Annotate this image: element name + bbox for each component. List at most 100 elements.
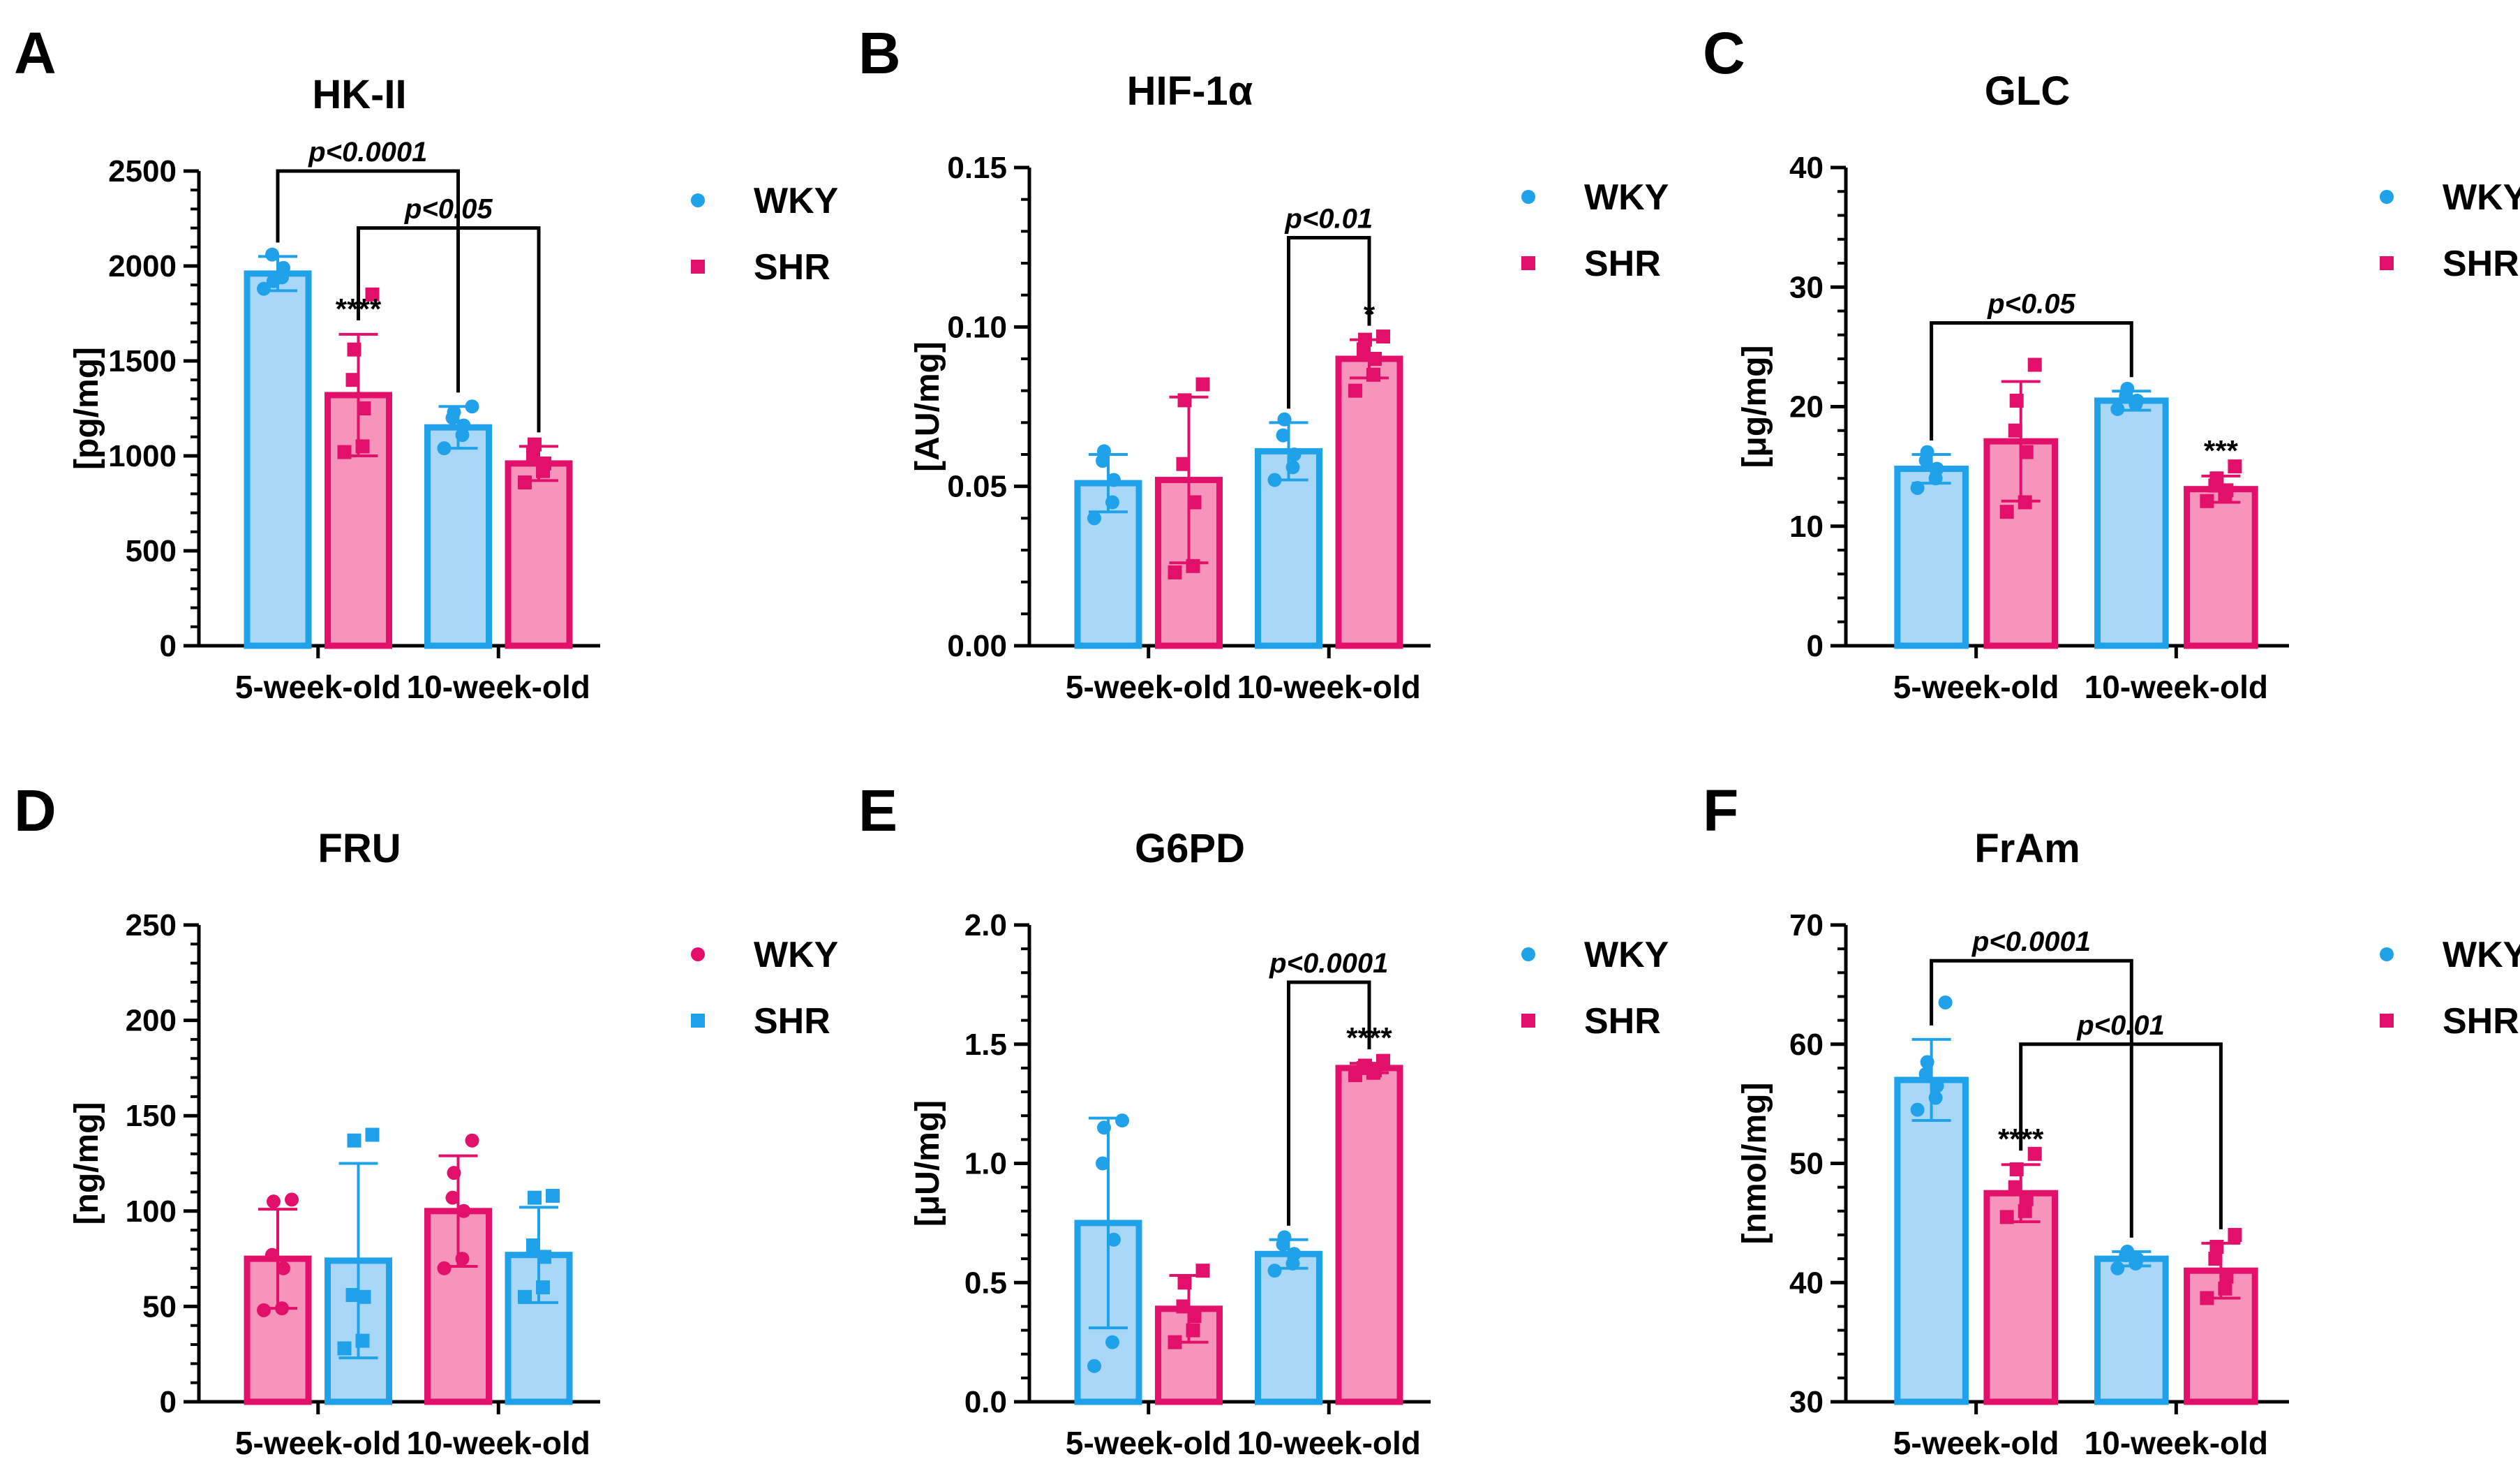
y-tick-label: 1.5 [964,1028,1007,1062]
bar-wky [244,270,312,649]
data-point [1366,367,1380,382]
data-point [1186,1323,1200,1338]
data-point [1267,473,1282,487]
legend-label: WKY [2443,935,2520,975]
data-point [1376,1053,1390,1068]
data-point [1105,1335,1119,1349]
legend-label: WKY [2443,177,2520,218]
data-point [2008,1180,2022,1194]
significance-bracket [1930,321,2133,441]
data-point [2027,1146,2042,1161]
data-point [347,1133,361,1148]
data-point [1930,1079,1944,1093]
data-point [1276,428,1290,443]
data-point [1176,1299,1191,1314]
y-tick-label: 50 [142,1289,177,1324]
data-point [2208,1252,2223,1266]
data-point [536,1280,550,1295]
data-point [1358,1058,1372,1073]
data-point [1105,495,1119,510]
data-point [1918,1067,1933,1081]
y-tick-label: 0.10 [947,310,1007,344]
data-point [1277,412,1292,427]
legend-label: WKY [1584,935,1669,975]
data-point [2200,1291,2214,1305]
y-tick-label: 0 [160,1385,177,1419]
x-tick-label: 10-week-old [1237,1425,1421,1461]
data-point [1195,1264,1210,1278]
y-tick-label: 0.0 [964,1385,1007,1419]
data-point [337,445,352,459]
data-point [265,1248,279,1262]
data-point [2218,1281,2232,1296]
data-point [267,274,281,288]
x-tick-label: 10-week-old [2085,1425,2268,1461]
data-point [2228,1227,2242,1242]
x-tick-label: 5-week-old [1066,669,1232,705]
y-tick-label: 150 [126,1099,177,1133]
data-point [2209,1240,2224,1254]
data-point [455,1252,470,1266]
panel-letter: A [14,20,57,86]
data-point [1285,460,1300,475]
bar-shr [1983,1190,2058,1405]
data-point [2110,1261,2125,1275]
x-tick-label: 10-week-old [2085,669,2268,705]
data-point [1928,1090,1943,1105]
y-tick-label: 200 [126,1004,177,1038]
x-tick-label: 5-week-old [1893,1425,2059,1461]
data-point [537,456,551,471]
y-axis-label: [pg/mg] [68,347,105,470]
legend-label: SHR [2443,244,2519,284]
panel-letter: E [858,778,897,843]
data-point [546,1188,560,1203]
y-tick-label: 1500 [108,344,177,378]
panel-letter: F [1703,778,1738,843]
bar-wky [2094,1255,2169,1405]
data-point [528,1190,542,1205]
data-point [1107,1232,1121,1247]
bar-shr [1335,355,1403,649]
data-point [456,1204,471,1218]
panel-letter: B [858,20,901,86]
bar-wky [1894,466,1969,649]
data-point [275,1301,289,1316]
y-tick-label: 40 [1789,1266,1824,1300]
chart-title: G6PD [1135,826,1245,871]
significance-bracket [1287,980,1371,1226]
data-point [1999,505,2014,519]
y-axis-label: [AU/mg] [909,341,946,472]
data-point [345,1288,360,1303]
data-point [1910,480,1925,495]
data-point [345,373,360,387]
legend-marker [1521,190,1535,204]
bar-wky [1255,1250,1322,1405]
data-point [445,1190,460,1205]
data-point [1376,330,1390,344]
y-tick-label: 0 [1807,629,1824,663]
legend-label: SHR [1584,1001,1661,1042]
p-value-label: p<0.05 [1987,289,2075,320]
data-point [357,401,371,415]
data-point [437,441,452,456]
x-tick-label: 5-week-old [1066,1425,1232,1461]
data-point [2019,1192,2034,1206]
data-point [1087,1359,1101,1373]
y-tick-label: 0 [160,629,177,663]
significance-bracket [276,169,460,393]
data-point [276,1261,290,1275]
p-value-label: p<0.0001 [1269,948,1388,979]
x-tick-label: 10-week-old [407,1425,590,1461]
x-tick-label: 5-week-old [235,669,401,705]
data-point [357,1289,371,1304]
data-point [365,287,380,302]
y-tick-label: 50 [1789,1147,1824,1181]
chart-title: FrAm [1974,826,2080,871]
y-axis-label: [μg/mg] [1736,346,1773,468]
data-point [1177,1275,1192,1290]
data-point [1910,1102,1925,1117]
data-point [1168,1335,1182,1349]
data-point [526,1238,540,1252]
data-point [2120,1244,2135,1259]
